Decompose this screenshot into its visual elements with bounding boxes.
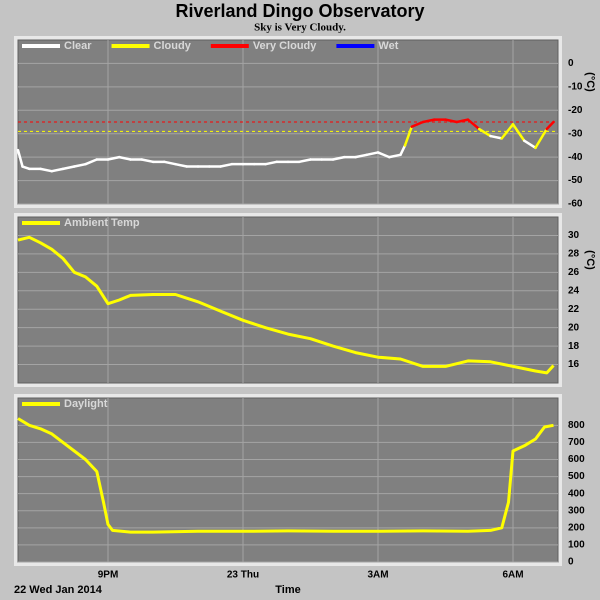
y-tick-label: -60 xyxy=(568,199,583,210)
y-tick-label: 18 xyxy=(568,341,580,352)
y-tick-label: 20 xyxy=(568,322,580,333)
y-tick-label: 0 xyxy=(568,58,574,69)
sky-segment xyxy=(219,162,233,168)
sky-segment xyxy=(444,118,458,124)
y-tick-label: 30 xyxy=(568,230,580,241)
sky-segment xyxy=(455,118,470,124)
y-tick-label: 0 xyxy=(568,557,574,568)
y-tick-label: 100 xyxy=(568,540,585,551)
y-tick-label: 500 xyxy=(568,471,585,482)
y-tick-label: 28 xyxy=(568,249,580,260)
date-label: 22 Wed Jan 2014 xyxy=(14,584,103,596)
sky-segment xyxy=(106,155,121,161)
y-tick-label: 400 xyxy=(568,488,585,499)
sky-segment xyxy=(61,165,76,171)
series-line xyxy=(17,235,555,375)
y-tick-label: 300 xyxy=(568,505,585,516)
legend-label: Cloudy xyxy=(154,40,192,52)
legend-label: Clear xyxy=(64,40,92,52)
sky-segment xyxy=(500,123,515,140)
sky-segment xyxy=(421,118,436,124)
sky-segment xyxy=(298,158,312,164)
sky-segment xyxy=(399,144,407,157)
x-tick-label: 23 Thu xyxy=(227,570,259,581)
sky-segment xyxy=(174,162,188,168)
sky-segment xyxy=(410,120,425,128)
chart-subtitle: Sky is Very Cloudy. xyxy=(254,22,346,34)
sky-segment xyxy=(365,151,380,157)
sky-segment xyxy=(478,127,492,138)
y-tick-label: -10 xyxy=(568,81,583,92)
sky-segment xyxy=(140,158,155,164)
y-tick-label: 26 xyxy=(568,267,580,278)
legend-label: Ambient Temp xyxy=(64,217,140,229)
legend-label: Very Cloudy xyxy=(253,40,317,52)
sky-segment xyxy=(163,160,177,166)
x-axis-label: Time xyxy=(275,584,300,596)
legend-label: Daylight xyxy=(64,398,108,410)
sky-segment xyxy=(511,123,526,142)
y-axis-label: (°C) xyxy=(584,250,596,270)
sky-segment xyxy=(331,155,346,161)
sky-segment xyxy=(534,127,548,150)
y-tick-label: -50 xyxy=(568,175,583,186)
y-axis-label: (°C) xyxy=(584,72,596,92)
sky-segment xyxy=(545,120,555,131)
sky-segment xyxy=(354,153,368,159)
x-tick-label: 9PM xyxy=(98,570,119,581)
sky-segment xyxy=(50,167,65,173)
sky-segment xyxy=(84,158,98,166)
y-tick-label: 800 xyxy=(568,420,585,431)
series-line xyxy=(17,417,554,534)
x-tick-label: 6AM xyxy=(502,570,523,581)
y-tick-label: -30 xyxy=(568,128,583,139)
sky-segment xyxy=(264,160,278,166)
sky-segment xyxy=(39,167,53,173)
sky-segment xyxy=(73,162,87,168)
y-tick-label: 24 xyxy=(568,285,580,296)
sky-segment xyxy=(388,153,402,159)
plot-area xyxy=(17,216,559,384)
sky-segment xyxy=(489,134,503,140)
y-tick-label: 700 xyxy=(568,437,585,448)
legend-label: Wet xyxy=(378,40,398,52)
sky-segment xyxy=(118,155,132,161)
y-tick-label: 16 xyxy=(568,359,580,370)
sky-segment xyxy=(403,125,413,147)
sky-segment xyxy=(376,151,391,159)
sky-segment xyxy=(466,118,481,131)
y-tick-label: -40 xyxy=(568,152,583,163)
y-tick-label: 600 xyxy=(568,454,585,465)
y-tick-label: -20 xyxy=(568,105,583,116)
x-tick-label: 3AM xyxy=(367,570,388,581)
y-tick-label: 22 xyxy=(568,304,580,315)
sky-segment xyxy=(16,148,24,168)
chart-title: Riverland Dingo Observatory xyxy=(175,1,424,21)
sky-segment xyxy=(523,139,537,150)
y-tick-label: 200 xyxy=(568,522,585,533)
